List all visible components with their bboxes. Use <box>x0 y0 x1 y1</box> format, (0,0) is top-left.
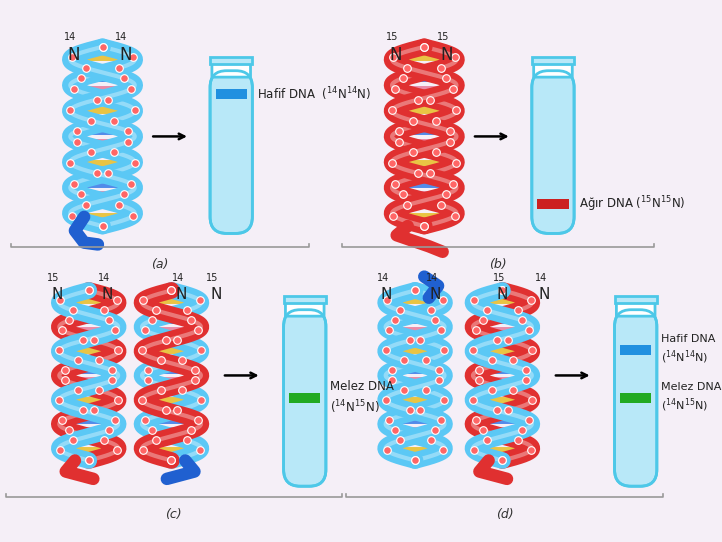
Bar <box>617 300 655 317</box>
Text: 14: 14 <box>426 273 438 283</box>
Bar <box>532 57 574 64</box>
Bar <box>537 199 569 209</box>
Text: N: N <box>539 287 549 302</box>
Text: Hafif DNA
($^{14}$N$^{14}$N): Hafif DNA ($^{14}$N$^{14}$N) <box>661 334 716 366</box>
Text: N: N <box>441 46 453 64</box>
Bar <box>614 296 657 304</box>
Bar <box>285 300 324 317</box>
Text: N: N <box>497 287 508 302</box>
FancyBboxPatch shape <box>532 70 574 234</box>
Text: 14: 14 <box>64 32 76 42</box>
Bar <box>284 296 326 304</box>
Text: N: N <box>51 287 62 302</box>
FancyBboxPatch shape <box>212 60 251 77</box>
Text: 14: 14 <box>116 32 128 42</box>
Text: N: N <box>380 287 391 302</box>
Bar <box>620 345 651 355</box>
Text: N: N <box>102 287 113 302</box>
FancyBboxPatch shape <box>210 70 253 234</box>
Bar <box>620 393 651 403</box>
Text: (d): (d) <box>496 508 513 521</box>
Text: 14: 14 <box>98 273 110 283</box>
Text: 15: 15 <box>206 273 219 283</box>
FancyBboxPatch shape <box>285 299 324 316</box>
Bar <box>210 57 253 64</box>
Text: Melez DNA
($^{14}$N$^{15}$N): Melez DNA ($^{14}$N$^{15}$N) <box>661 382 722 414</box>
Bar <box>216 89 247 99</box>
Text: 15: 15 <box>48 273 60 283</box>
Text: (c): (c) <box>165 508 182 521</box>
Text: (b): (b) <box>489 258 507 271</box>
Text: N: N <box>175 287 186 302</box>
Text: N: N <box>68 46 80 64</box>
Text: 14: 14 <box>376 273 388 283</box>
Text: 15: 15 <box>386 32 398 42</box>
Text: 15: 15 <box>493 273 505 283</box>
Text: Ağır DNA ($^{15}$N$^{15}$N): Ağır DNA ($^{15}$N$^{15}$N) <box>579 194 685 214</box>
Text: Melez DNA
($^{14}$N$^{15}$N): Melez DNA ($^{14}$N$^{15}$N) <box>331 380 394 416</box>
FancyBboxPatch shape <box>617 299 655 316</box>
FancyBboxPatch shape <box>534 60 573 77</box>
Bar <box>534 61 573 78</box>
Text: 14: 14 <box>534 273 547 283</box>
Text: (a): (a) <box>152 258 169 271</box>
Text: Hafif DNA  ($^{14}$N$^{14}$N): Hafif DNA ($^{14}$N$^{14}$N) <box>257 85 371 102</box>
Text: 14: 14 <box>171 273 183 283</box>
Text: N: N <box>119 46 131 64</box>
Text: 15: 15 <box>437 32 450 42</box>
FancyBboxPatch shape <box>614 309 657 486</box>
Bar <box>212 61 251 78</box>
Bar <box>289 393 321 403</box>
Text: N: N <box>430 287 441 302</box>
Text: N: N <box>210 287 222 302</box>
FancyBboxPatch shape <box>284 309 326 486</box>
Text: N: N <box>389 46 402 64</box>
